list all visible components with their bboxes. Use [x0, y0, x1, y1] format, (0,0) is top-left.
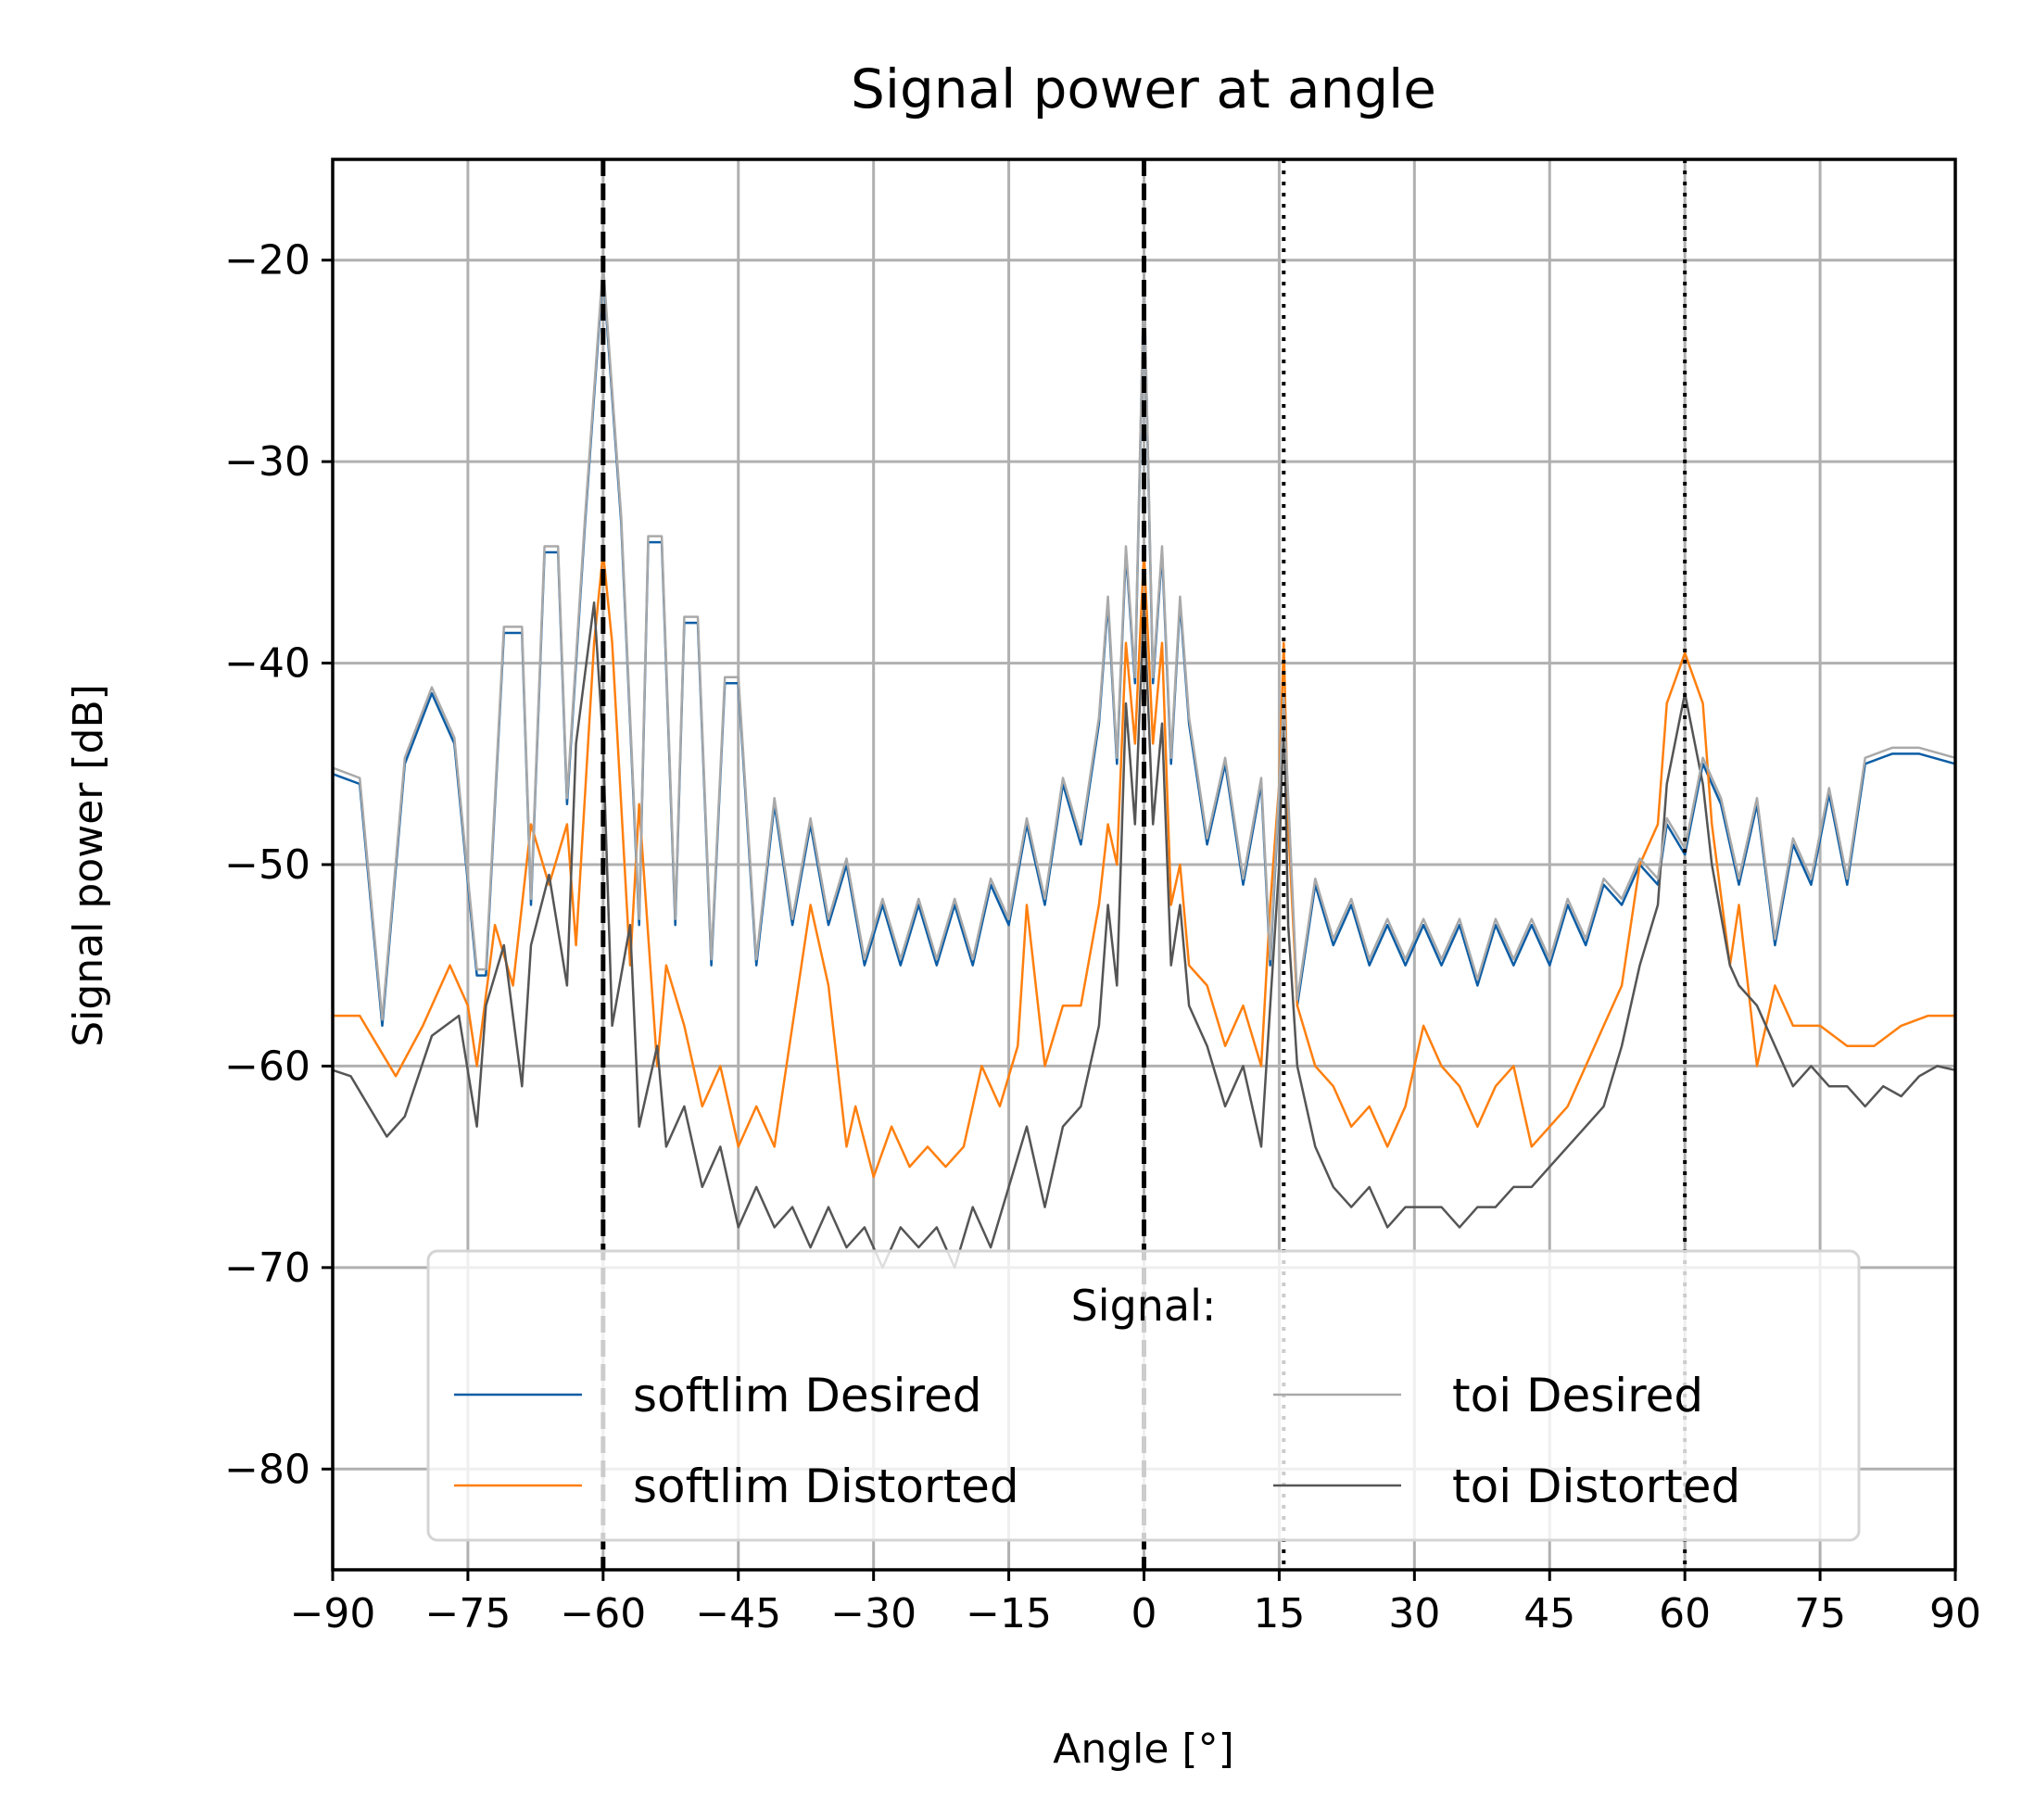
x-tick-label: 60	[1659, 1590, 1711, 1637]
legend-label-toi-desired: toi Desired	[1452, 1369, 1703, 1422]
legend: Signal: softlim Desired softlim Distorte…	[426, 1249, 1861, 1542]
x-tick-label: −75	[424, 1590, 511, 1637]
legend-title: Signal:	[1071, 1281, 1217, 1331]
plot-area	[332, 262, 1956, 1270]
x-tick-label: 75	[1794, 1590, 1846, 1637]
x-tick-label: 45	[1523, 1590, 1575, 1637]
x-tick-label: 0	[1131, 1590, 1157, 1637]
y-tick-label: −70	[224, 1245, 310, 1292]
series-line-toi-distorted	[332, 601, 1956, 1270]
y-tick-label: −60	[224, 1043, 310, 1090]
legend-label-softlim-distorted: softlim Distorted	[633, 1460, 1019, 1513]
series-line-softlim-distorted	[333, 550, 1955, 1179]
y-tick-label: −20	[224, 237, 310, 284]
y-tick-label: −80	[224, 1446, 310, 1493]
x-tick-label: 15	[1253, 1590, 1305, 1637]
y-tick-label: −40	[224, 640, 310, 688]
x-tick-label: −15	[966, 1590, 1052, 1637]
x-tick-label: −60	[560, 1590, 646, 1637]
y-tick-label: −50	[224, 841, 310, 889]
x-tick-label: −30	[830, 1590, 916, 1637]
x-tick-label: −90	[290, 1590, 376, 1637]
legend-label-toi-distorted: toi Distorted	[1452, 1460, 1740, 1513]
chart-title: Signal power at angle	[851, 57, 1436, 120]
legend-label-softlim-desired: softlim Desired	[633, 1369, 982, 1422]
y-tick-label: −30	[224, 438, 310, 486]
legend-box	[426, 1249, 1861, 1542]
x-tick-label: −45	[695, 1590, 781, 1637]
x-tick-label: 90	[1929, 1590, 1981, 1637]
x-axis-label: Angle [°]	[1053, 1725, 1234, 1773]
series-line-toi-desired	[332, 262, 1956, 1021]
x-tick-label: 30	[1388, 1590, 1440, 1637]
reference-lines	[600, 159, 1687, 1570]
y-axis-label: Signal power [dB]	[65, 684, 112, 1047]
axis-ticks: −90 −75 −60 −45 −30 −15 0 15 30 45 60 75 90 −80 −70 −60…	[224, 237, 1981, 1637]
